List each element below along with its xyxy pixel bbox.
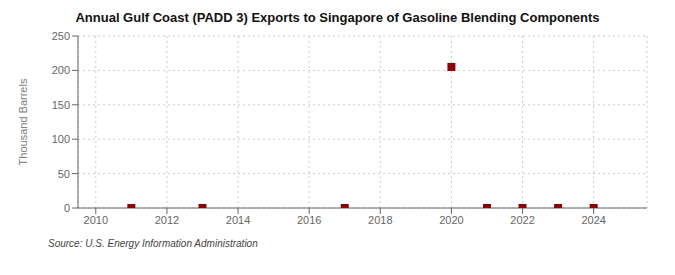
svg-text:50: 50 xyxy=(58,168,70,180)
svg-text:2022: 2022 xyxy=(510,214,534,226)
svg-text:2014: 2014 xyxy=(226,214,250,226)
svg-text:0: 0 xyxy=(64,202,70,214)
svg-text:100: 100 xyxy=(52,133,70,145)
svg-text:2010: 2010 xyxy=(84,214,108,226)
svg-text:150: 150 xyxy=(52,99,70,111)
svg-text:200: 200 xyxy=(52,64,70,76)
html-text:Annual Gulf Coast (PADD 3) Exp: Annual Gulf Coast (PADD 3) Exports to Si… xyxy=(75,10,600,25)
svg-text:Thousand Barrels: Thousand Barrels xyxy=(17,78,29,165)
html-text:Source: U.S. Energy Informatio: Source: U.S. Energy Information Administ… xyxy=(48,238,258,249)
svg-text:2012: 2012 xyxy=(155,214,179,226)
svg-text:2018: 2018 xyxy=(368,214,392,226)
svg-text:2016: 2016 xyxy=(297,214,321,226)
svg-text:250: 250 xyxy=(52,30,70,42)
svg-text:2024: 2024 xyxy=(581,214,605,226)
svg-text:2020: 2020 xyxy=(439,214,463,226)
